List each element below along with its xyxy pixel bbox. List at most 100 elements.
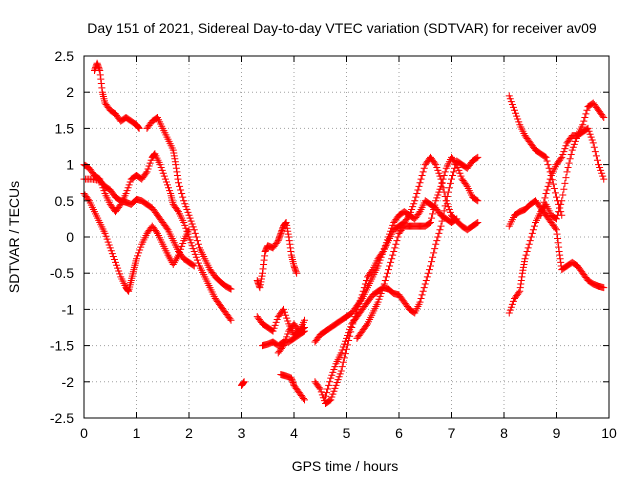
data-point-marker [515, 118, 523, 126]
data-point-marker [553, 215, 560, 223]
data-point-marker [361, 280, 369, 288]
data-point-marker [176, 248, 184, 256]
data-point-marker [282, 311, 290, 319]
data-point-marker [112, 258, 119, 266]
data-point-marker [329, 368, 337, 376]
data-point-marker [158, 166, 166, 174]
data-point-marker [113, 261, 121, 269]
data-point-marker [599, 172, 607, 180]
data-point-marker [561, 145, 569, 153]
data-point-marker [549, 180, 557, 188]
data-point-marker [257, 278, 265, 286]
data-point-marker [299, 394, 307, 402]
data-point-marker [590, 143, 598, 151]
data-point-marker [169, 146, 177, 154]
data-point-marker [506, 95, 514, 103]
data-point-marker [550, 184, 558, 192]
data-point-marker [600, 114, 608, 122]
data-point-marker [436, 172, 444, 180]
data-point-marker [170, 149, 178, 157]
data-point-marker [329, 390, 337, 398]
data-point-marker [434, 166, 442, 174]
data-point-marker [442, 197, 450, 205]
series-track-g [253, 219, 301, 292]
data-point-marker [345, 329, 353, 337]
data-point-marker [418, 171, 426, 179]
x-tick-label: 7 [448, 425, 456, 441]
data-point-marker [326, 378, 334, 386]
data-point-marker [331, 363, 339, 371]
data-point-marker [181, 200, 189, 208]
data-point-marker [137, 243, 145, 251]
data-point-marker [567, 150, 575, 158]
data-point-marker [178, 190, 186, 198]
data-point-marker [537, 211, 545, 219]
data-point-marker [125, 181, 133, 189]
data-point-marker [188, 220, 196, 228]
data-point-marker [257, 275, 265, 283]
data-point-marker [519, 266, 527, 274]
data-point-marker [163, 181, 171, 189]
data-point-marker [423, 273, 431, 281]
data-point-marker [135, 124, 143, 132]
data-point-marker [188, 242, 196, 250]
data-point-marker [562, 174, 570, 182]
data-point-marker [289, 380, 297, 388]
data-point-marker [452, 216, 460, 224]
data-point-marker [551, 189, 559, 197]
data-point-marker [330, 387, 338, 395]
data-point-marker [173, 206, 181, 214]
data-point-marker [556, 204, 564, 212]
data-point-marker [385, 266, 392, 274]
data-point-marker [427, 219, 434, 227]
data-point-marker [517, 280, 525, 288]
data-point-marker [449, 171, 457, 179]
data-point-marker [315, 384, 323, 392]
data-point-marker [84, 195, 92, 203]
data-point-marker [414, 186, 422, 194]
data-point-marker [409, 203, 417, 211]
data-point-marker [545, 164, 553, 172]
data-point-marker [454, 163, 462, 171]
data-point-marker [453, 161, 461, 169]
data-point-marker [150, 150, 158, 158]
data-point-marker [455, 166, 463, 174]
data-point-marker [94, 61, 102, 69]
data-point-marker [271, 321, 279, 329]
data-point-marker [560, 148, 568, 156]
data-point-marker [170, 152, 178, 160]
data-point-marker [419, 168, 427, 176]
data-point-marker [299, 328, 307, 336]
data-point-marker [338, 346, 346, 354]
series-track-j [274, 316, 308, 357]
data-point-marker [530, 222, 538, 230]
data-point-marker [288, 376, 296, 384]
data-point-marker [286, 240, 294, 248]
data-point-marker [451, 164, 459, 172]
data-point-marker [522, 251, 530, 259]
data-point-marker [390, 247, 398, 255]
data-point-marker [336, 370, 344, 378]
data-point-marker [587, 133, 595, 141]
x-axis-label: GPS time / hours [292, 458, 399, 474]
data-point-marker [473, 154, 481, 162]
series-track-o [353, 153, 482, 342]
data-point-marker [332, 381, 340, 389]
data-point-marker [323, 389, 331, 397]
data-point-marker [253, 276, 261, 284]
data-point-marker [511, 106, 518, 114]
data-point-marker [435, 188, 443, 196]
data-point-marker [517, 276, 525, 284]
data-point-marker [287, 247, 295, 255]
data-point-marker [556, 251, 564, 259]
data-point-marker [553, 226, 560, 234]
data-point-marker [560, 185, 568, 193]
data-point-marker [432, 161, 440, 169]
data-point-marker [570, 140, 578, 148]
data-point-marker [144, 165, 152, 173]
data-point-marker [388, 255, 396, 263]
data-point-marker [290, 262, 298, 270]
data-point-marker [569, 143, 577, 151]
data-point-marker [585, 127, 593, 135]
data-point-marker [410, 200, 418, 208]
